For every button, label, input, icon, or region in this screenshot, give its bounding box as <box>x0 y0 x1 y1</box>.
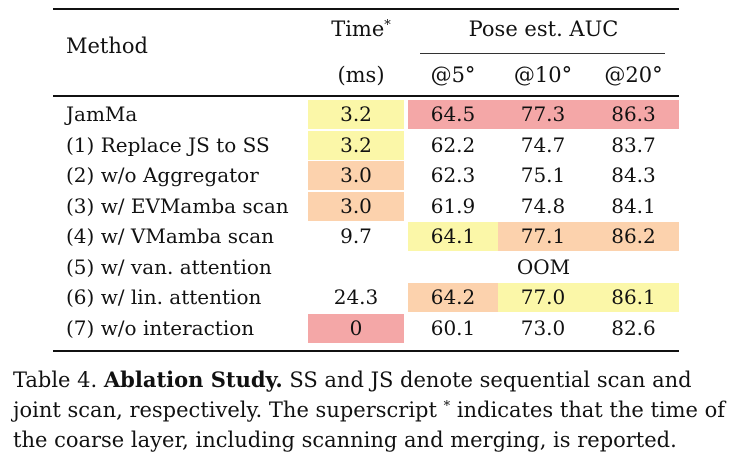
row-auc20: 86.2 <box>588 222 679 251</box>
row-auc20: 84.3 <box>611 163 656 187</box>
row-oom: OOM <box>516 254 571 279</box>
caption-line2: joint scan, respectively. The superscrip… <box>13 398 437 422</box>
caption-sup: * <box>443 399 451 414</box>
header-rule <box>53 95 679 97</box>
row-method: (6) w/ lin. attention <box>66 285 262 309</box>
row-auc20: 84.1 <box>611 193 656 218</box>
row-method: (5) w/ van. attention <box>66 254 272 279</box>
caption-line-2: joint scan, respectively. The superscrip… <box>13 395 725 425</box>
caption-line2-rest: indicates that the time of <box>456 398 726 422</box>
caption-prefix: Table 4. <box>13 368 98 392</box>
row-auc5: 64.1 <box>408 222 498 251</box>
row-time: 3.0 <box>308 161 404 190</box>
row-auc5: 62.3 <box>430 163 476 187</box>
header-time-unit: (ms) <box>337 63 385 87</box>
row-auc10: 74.7 <box>520 132 566 157</box>
caption-bold: Ablation Study. <box>103 367 283 392</box>
row-auc20: 83.7 <box>611 132 656 157</box>
row-method: (1) Replace JS to SS <box>66 132 270 157</box>
row-time: 9.7 <box>340 224 372 248</box>
row-method: (3) w/ EVMamba scan <box>66 193 289 218</box>
row-time: 3.2 <box>308 130 404 160</box>
row-auc10: 77.1 <box>498 222 588 251</box>
header-auc10: @10° <box>513 63 573 87</box>
row-method: JamMa <box>66 102 138 126</box>
row-auc20: 86.3 <box>588 100 679 129</box>
row-auc10: 77.0 <box>498 283 588 312</box>
header-pose-group: Pose est. AUC <box>468 17 619 41</box>
header-time-sup: * <box>384 18 391 33</box>
bottom-rule <box>53 350 679 352</box>
row-auc5: 64.5 <box>408 100 498 129</box>
row-time: 3.2 <box>308 100 404 129</box>
header-auc20: @20° <box>604 63 663 87</box>
row-time: 0 <box>308 313 404 343</box>
caption-line-3: the coarse layer, including scanning and… <box>13 428 677 452</box>
caption-line1-rest: SS and JS denote sequential scan and <box>289 368 692 392</box>
header-time: Time* <box>308 14 414 44</box>
row-auc5: 64.2 <box>408 283 498 312</box>
row-auc5: 62.2 <box>430 132 476 157</box>
caption-line-1: Table 4. Ablation Study. SS and JS denot… <box>13 365 725 395</box>
row-auc10: 77.3 <box>498 100 588 129</box>
row-auc20: 86.1 <box>588 283 679 312</box>
row-time: 24.3 <box>333 285 379 309</box>
top-rule <box>53 8 679 10</box>
row-auc20: 82.6 <box>611 315 656 340</box>
row-method: (2) w/o Aggregator <box>66 163 259 187</box>
row-auc10: 73.0 <box>520 315 566 340</box>
row-auc5: 61.9 <box>430 193 476 218</box>
row-auc10: 75.1 <box>520 163 566 187</box>
table-caption: Table 4. Ablation Study. SS and JS denot… <box>13 365 725 455</box>
header-time-label: Time <box>331 17 385 41</box>
row-method: (7) w/o interaction <box>66 315 255 340</box>
row-auc5: 60.1 <box>430 315 476 340</box>
header-auc5: @5° <box>430 63 476 87</box>
row-time: 3.0 <box>308 191 404 221</box>
row-auc10: 74.8 <box>520 193 566 218</box>
row-method: (4) w/ VMamba scan <box>66 224 275 248</box>
header-method: Method <box>66 34 148 58</box>
pose-group-underline <box>420 53 665 54</box>
